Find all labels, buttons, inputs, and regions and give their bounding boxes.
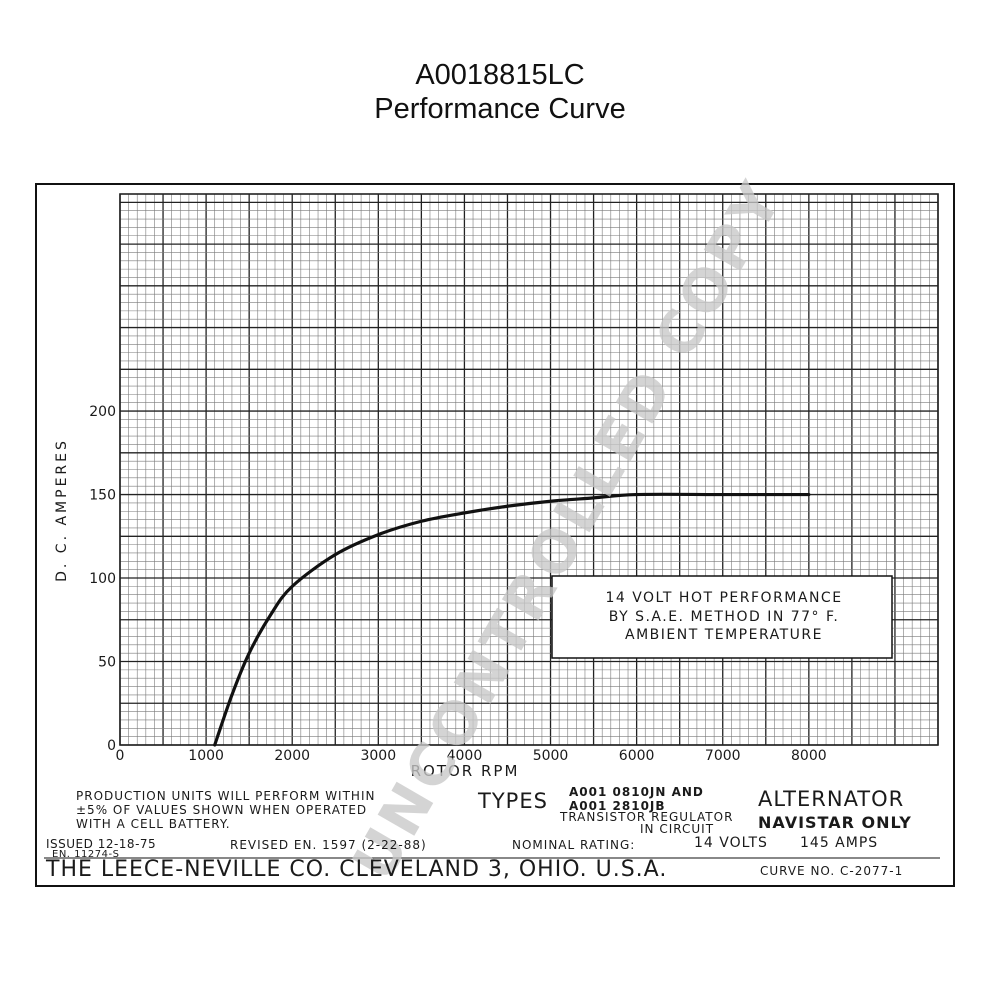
company-line: THE LEECE-NEVILLE CO. CLEVELAND 3, OHIO.… — [46, 857, 668, 882]
type-model-2: A001 2810JB — [569, 799, 666, 813]
annotation-line-2: BY S.A.E. METHOD IN 77° F. — [609, 609, 840, 625]
nominal-volts: 14 VOLTS — [694, 835, 768, 851]
regulator-line-1: TRANSISTOR REGULATOR — [560, 810, 734, 824]
y-tick-label: 100 — [89, 571, 116, 587]
x-tick-label: 2000 — [274, 748, 310, 764]
x-tick-label: 3000 — [360, 748, 396, 764]
y-tick-label: 0 — [107, 738, 116, 754]
x-tick-label: 6000 — [619, 748, 655, 764]
curve-layer — [213, 492, 811, 747]
x-axis-label: ROTOR RPM — [411, 762, 520, 780]
annotation-line-3: AMBIENT TEMPERATURE — [625, 627, 823, 643]
y-axis-label: D. C. AMPERES — [54, 438, 70, 582]
type-model-1: A001 0810JN AND — [569, 785, 704, 799]
y-tick-label: 50 — [98, 655, 116, 671]
x-tick-label: 8000 — [791, 748, 827, 764]
revised-note: REVISED EN. 1597 (2-22-88) — [230, 838, 427, 852]
production-note-line-1: PRODUCTION UNITS WILL PERFORM WITHIN — [76, 789, 376, 803]
curve-number: CURVE NO. C-2077-1 — [760, 864, 904, 878]
sheet-border — [35, 183, 955, 887]
plot-frame — [119, 193, 939, 746]
x-tick-label: 7000 — [705, 748, 741, 764]
production-note-line-2: ±5% OF VALUES SHOWN WHEN OPERATED — [76, 803, 368, 817]
alternator-label: ALTERNATOR — [758, 787, 905, 811]
nominal-rating-label: NOMINAL RATING: — [512, 838, 636, 852]
axis-ticks: 0 1000 2000 3000 4000 5000 6000 7000 8000 0 50 100 1… — [89, 404, 826, 764]
nominal-amps: 145 AMPS — [800, 835, 879, 851]
issued-date: ISSUED 12-18-75 — [46, 837, 157, 851]
x-tick-label: 5000 — [533, 748, 569, 764]
en-number: EN. 11274-S — [52, 849, 120, 860]
performance-curve-line — [213, 492, 811, 747]
x-tick-label: 1000 — [188, 748, 224, 764]
x-tick-label: 4000 — [447, 748, 483, 764]
part-number-title: A0018815LC — [415, 59, 585, 91]
types-label: TYPES — [478, 789, 548, 813]
performance-curve-subtitle: Performance Curve — [374, 93, 626, 126]
y-tick-label: 200 — [89, 404, 116, 420]
y-tick-label: 150 — [89, 488, 116, 504]
annotation-box — [551, 575, 893, 659]
navistar-only-label: NAVISTAR ONLY — [758, 813, 912, 832]
annotation-line-1: 14 VOLT HOT PERFORMANCE — [605, 590, 842, 606]
x-tick-label: 0 — [116, 748, 125, 764]
regulator-line-2: IN CIRCUIT — [640, 822, 715, 836]
page-title-block: A0018815LC Performance Curve — [0, 58, 1000, 126]
production-note-line-3: WITH A CELL BATTERY. — [76, 817, 231, 831]
